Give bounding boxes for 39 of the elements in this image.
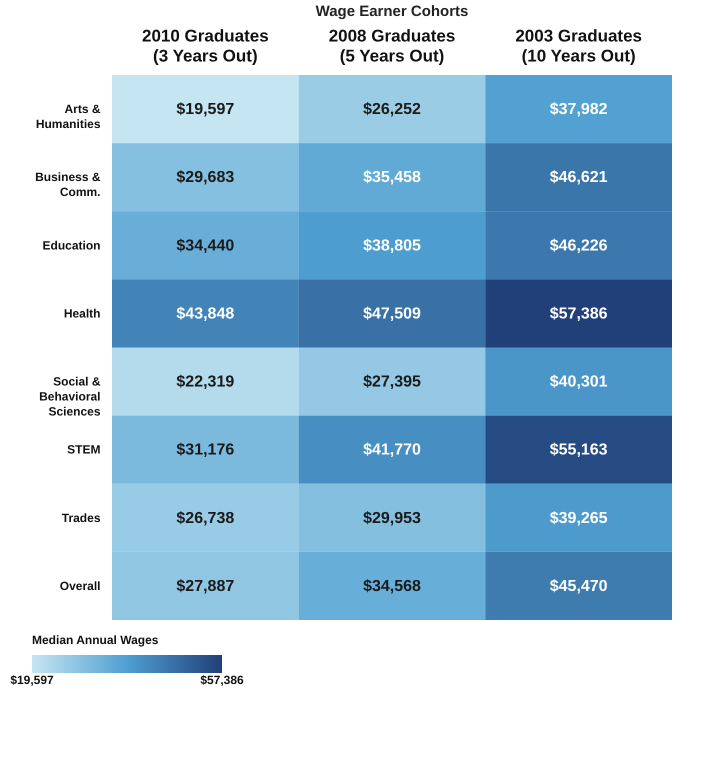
chart-title: Wage Earner Cohorts <box>316 3 468 20</box>
y-tick-label: STEM <box>67 442 100 457</box>
data-label: $45,470 <box>550 578 608 595</box>
data-label: $34,568 <box>363 578 422 595</box>
data-label: $57,386 <box>550 305 608 322</box>
y-tick-label: Overall <box>60 578 100 593</box>
data-label: $38,805 <box>363 237 422 254</box>
data-label: $34,440 <box>176 237 234 254</box>
data-label: $40,301 <box>550 374 608 391</box>
color-bar-label: $57,386 <box>200 673 244 687</box>
data-label: $26,252 <box>363 101 422 118</box>
data-label: $39,265 <box>550 510 608 527</box>
y-tick-label: Social & Behavioral Sciences <box>39 374 101 419</box>
data-label: $27,395 <box>363 374 422 391</box>
data-label: $29,683 <box>176 169 234 186</box>
data-label: $27,887 <box>176 578 234 595</box>
y-tick-label: Business & Comm. <box>35 170 101 200</box>
data-label: $37,982 <box>550 101 608 118</box>
data-label: $22,319 <box>176 374 234 391</box>
x-tick-label: 2010 Graduates (3 Years Out) <box>142 26 269 66</box>
data-label: $26,738 <box>176 510 234 527</box>
y-tick-label: Arts & Humanities <box>36 102 101 132</box>
x-tick-label: 2003 Graduates (10 Years Out) <box>515 26 642 66</box>
x-tick-label: 2008 Graduates (5 Years Out) <box>328 26 456 66</box>
data-label: $55,163 <box>550 442 608 459</box>
data-label: $19,597 <box>176 101 234 118</box>
data-label: $31,176 <box>176 442 234 459</box>
y-tick-label: Health <box>64 306 100 320</box>
data-label: $43,848 <box>176 305 234 322</box>
data-label: $29,953 <box>363 510 422 527</box>
y-tick-label: Trades <box>62 510 101 525</box>
color-bar-title: Median Annual Wages <box>32 633 159 647</box>
data-label: $46,226 <box>550 237 608 254</box>
data-label: $41,770 <box>363 442 422 459</box>
color-bar-label: $19,597 <box>10 673 54 687</box>
data-label: $35,458 <box>363 169 422 186</box>
y-tick-label: Education <box>42 238 100 252</box>
data-label: $47,509 <box>363 305 422 322</box>
data-label: $46,621 <box>550 169 608 186</box>
